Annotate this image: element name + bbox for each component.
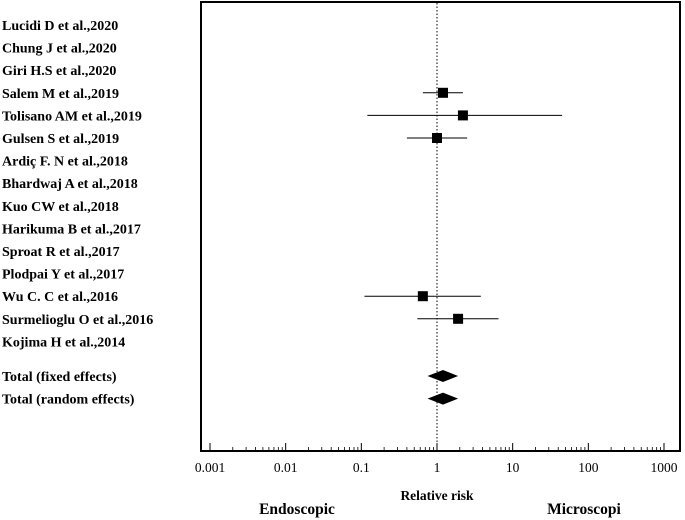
- x-axis-label: Relative risk: [400, 488, 474, 503]
- point-estimate: [432, 133, 442, 143]
- x-tick-label: 100: [578, 460, 599, 475]
- study-label: Harikuma B et al.,2017: [2, 222, 141, 237]
- study-label: Surmelioglu O et al.,2016: [2, 313, 153, 328]
- right-favours-label: Microscopi: [547, 501, 621, 518]
- study-label: Kuo CW et al.,2018: [2, 200, 119, 215]
- study-label: Plodpai Y et al.,2017: [2, 268, 124, 283]
- study-label: Gulsen S et al.,2019: [2, 132, 119, 147]
- study-labels: Lucidi D et al.,2020 Chung J et al.,2020 G…: [2, 19, 153, 408]
- left-favours-label: Endoscopic: [259, 501, 335, 518]
- x-tick-label: 0.01: [274, 460, 298, 475]
- point-estimate: [453, 313, 464, 324]
- point-estimate: [417, 291, 428, 302]
- study-label: Sproat R et al.,2017: [2, 245, 120, 260]
- study-label: Kojima H et al.,2014: [2, 335, 125, 350]
- x-tick-label: 1000: [651, 460, 678, 475]
- ticks-layer: [209, 443, 665, 451]
- pooled-diamond: [427, 392, 459, 405]
- study-label: Giri H.S et al.,2020: [2, 64, 116, 79]
- x-tick-label: 1: [434, 460, 441, 475]
- total-label: Total (fixed effects): [2, 370, 117, 385]
- point-estimate: [437, 87, 448, 98]
- tick-labels: 0.001 0.01 0.1 1 10 100 1000: [195, 460, 678, 475]
- total-label: Total (random effects): [2, 393, 135, 408]
- study-label: Wu C. C et al.,2016: [2, 290, 118, 305]
- pooled-diamond: [427, 370, 459, 382]
- study-label: Lucidi D et al.,2020: [2, 19, 118, 34]
- study-label: Bhardwaj A et al.,2018: [2, 177, 138, 192]
- study-label: Chung J et al.,2020: [2, 42, 117, 57]
- study-label: Ardiç F. N et al.,2018: [2, 155, 128, 170]
- estimate-marks: [364, 87, 563, 405]
- plot-frame: [200, 1, 681, 452]
- study-label: Tolisano AM et al.,2019: [2, 109, 142, 124]
- x-tick-label: 0.1: [353, 460, 370, 475]
- study-label: Salem M et al.,2019: [2, 87, 119, 102]
- point-estimate: [457, 110, 468, 121]
- x-tick-label: 10: [506, 460, 520, 475]
- x-tick-label: 0.001: [195, 460, 225, 475]
